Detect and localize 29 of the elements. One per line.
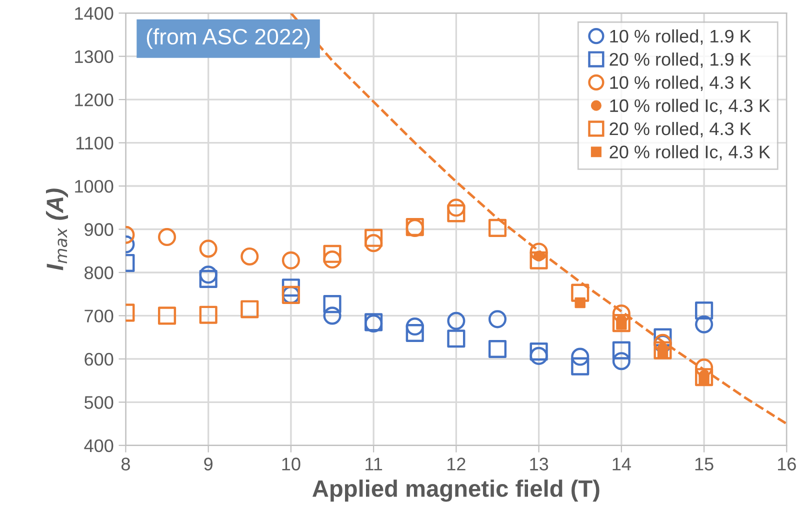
y-tick-label: 700 xyxy=(84,310,114,322)
y-axis-title: I$_{max}$ (A) xyxy=(46,188,68,270)
x-tick-label: 15 xyxy=(695,458,714,470)
x-tick-label: 12 xyxy=(448,458,466,470)
y-tick-label: 500 xyxy=(84,396,114,409)
y-tick-label: 1400 xyxy=(75,7,114,20)
x-tick-label: 8 xyxy=(121,458,130,470)
x-tick-label: 16 xyxy=(778,458,796,470)
annotation: (from ASC 2022) xyxy=(146,28,310,49)
legend-label: 20 % rolled Ic, 4.3 K xyxy=(610,145,770,160)
y-tick-label: 800 xyxy=(84,266,114,280)
legend-label: 20 % rolled, 1.9 K xyxy=(610,52,752,68)
legend-label: 20 % rolled, 4.3 K xyxy=(610,122,752,138)
y-tick-label: 400 xyxy=(84,439,114,452)
legend-label: 10 % rolled, 1.9 K xyxy=(610,29,752,45)
legend-label: 10 % rolled Ic, 4.3 K xyxy=(610,98,770,114)
y-tick-label: 900 xyxy=(84,223,114,236)
y-tick-label: 600 xyxy=(84,352,114,366)
x-axis-title: Applied magnetic field (T) xyxy=(312,480,600,502)
x-tick-label: 13 xyxy=(530,458,548,470)
x-tick-label: 11 xyxy=(366,458,382,470)
x-tick-label: 10 xyxy=(282,458,300,470)
legend-label: 10 % rolled, 4.3 K xyxy=(610,76,752,92)
y-tick-label: 1100 xyxy=(76,136,114,150)
y-tick-label: 1300 xyxy=(75,50,114,64)
x-tick-label: 9 xyxy=(204,458,212,470)
y-tick-label: 1200 xyxy=(75,93,114,106)
x-tick-label: 14 xyxy=(612,458,631,470)
y-tick-label: 1000 xyxy=(75,180,114,193)
